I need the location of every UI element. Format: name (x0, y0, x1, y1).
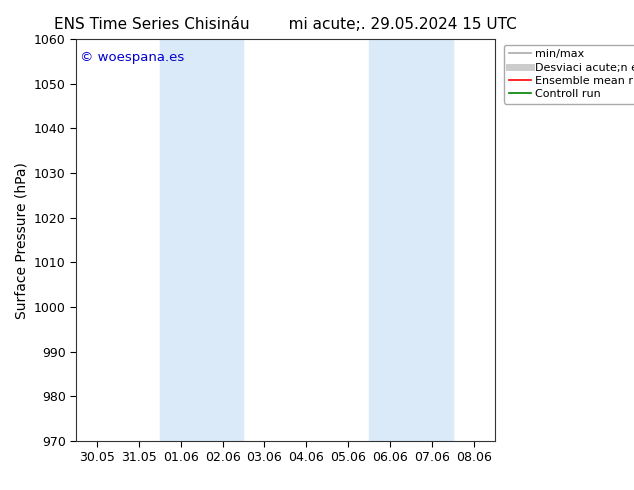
Y-axis label: Surface Pressure (hPa): Surface Pressure (hPa) (14, 162, 29, 318)
Text: © woespana.es: © woespana.es (81, 51, 184, 64)
Text: ENS Time Series Chisináu        mi acute;. 29.05.2024 15 UTC: ENS Time Series Chisináu mi acute;. 29.0… (54, 17, 517, 32)
Bar (369, 39, 453, 441)
Bar (160, 39, 243, 441)
Legend: min/max, Desviaci acute;n est  acute;ndar, Ensemble mean run, Controll run: min/max, Desviaci acute;n est acute;ndar… (504, 45, 634, 104)
